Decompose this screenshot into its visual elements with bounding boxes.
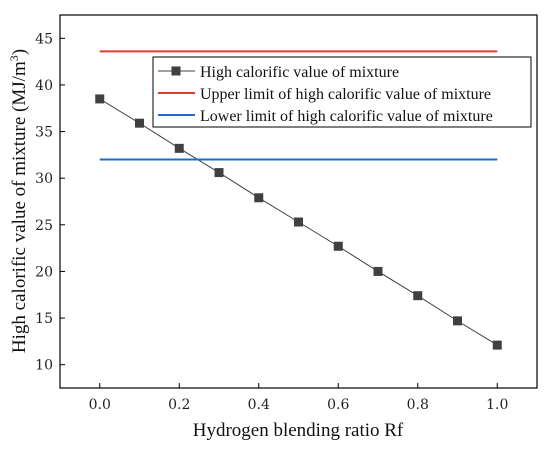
data-point — [333, 241, 343, 251]
legend-label-series-0: High calorific value of mixture — [200, 64, 399, 81]
y-tick-label: 25 — [35, 218, 53, 234]
data-point — [135, 118, 144, 128]
legend-marker-series-0 — [171, 66, 181, 76]
y-axis-label: High calorific value of mixture (MJ/m3) — [7, 49, 30, 353]
y-tick-label: 15 — [35, 311, 53, 327]
data-point — [413, 291, 423, 301]
y-tick-label: 40 — [35, 78, 53, 94]
x-tick-label: 0.8 — [407, 397, 429, 413]
data-point — [492, 340, 502, 350]
plot-frame — [59, 14, 538, 389]
x-axis-ticks: 0.0 0.2 0.4 0.6 0.8 1.0 — [89, 383, 508, 413]
data-point — [174, 143, 184, 153]
data-point — [453, 316, 462, 326]
y-axis-label-superscript: 3 — [7, 55, 21, 61]
legend: High calorific value of mixture Upper li… — [152, 56, 532, 128]
y-tick-label: 45 — [35, 31, 53, 47]
y-tick-label: 30 — [35, 171, 53, 187]
x-axis-label: Hydrogen blending ratio Rf — [193, 420, 404, 441]
series-layer — [95, 50, 502, 350]
data-point — [254, 193, 264, 203]
x-tick-label: 0.4 — [248, 397, 270, 413]
data-point — [214, 168, 224, 178]
y-tick-label: 35 — [35, 125, 53, 141]
legend-label-series-1: Upper limit of high calorific value of m… — [200, 86, 491, 103]
x-tick-label: 0.2 — [168, 397, 190, 413]
legend-label-series-2: Lower limit of high calorific value of m… — [200, 108, 493, 125]
data-point — [373, 266, 383, 276]
y-tick-label: 10 — [35, 358, 53, 374]
data-point — [294, 217, 303, 227]
x-tick-label: 0.0 — [89, 397, 111, 413]
y-tick-label: 20 — [35, 264, 53, 280]
x-tick-label: 1.0 — [486, 397, 508, 413]
x-tick-label: 0.6 — [327, 397, 349, 413]
legend-box — [152, 56, 532, 128]
y-axis-label-close: ) — [9, 49, 30, 55]
data-point — [95, 94, 105, 104]
y-axis-label-main: High calorific value of mixture (MJ/m — [9, 61, 30, 353]
y-axis-ticks: 10 15 20 25 30 35 40 45 — [35, 31, 65, 374]
